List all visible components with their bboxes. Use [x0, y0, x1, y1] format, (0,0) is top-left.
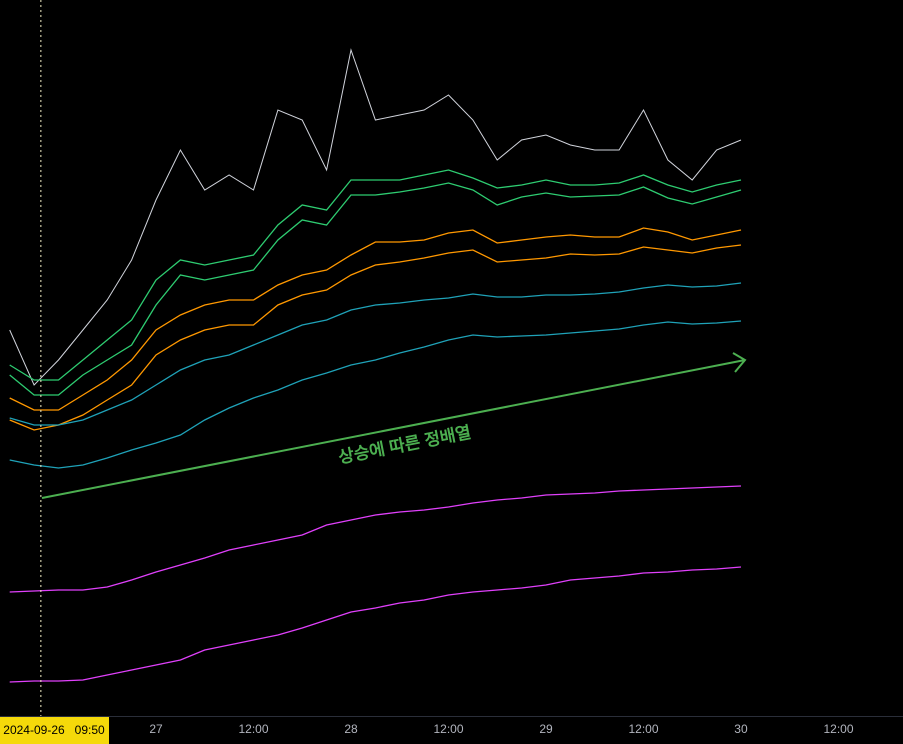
- x-tick-label: 27: [149, 722, 163, 736]
- crosshair-label-box: [0, 717, 109, 744]
- x-tick-label: 28: [344, 722, 358, 736]
- series-line: [9, 282, 742, 426]
- series-line: [9, 48, 742, 386]
- x-tick-label: 12:00: [238, 722, 268, 736]
- x-tick-label: 29: [539, 722, 553, 736]
- crosshair-label: 2024-09-26 09:50: [3, 723, 105, 737]
- x-tick-label: 12:00: [433, 722, 463, 736]
- series-line: [9, 566, 742, 683]
- x-tick-label: 12:00: [628, 722, 658, 736]
- series-line: [9, 182, 742, 396]
- x-tick-label: 12:00: [823, 722, 853, 736]
- x-tick-label: 30: [734, 722, 748, 736]
- series-line: [9, 244, 742, 431]
- series-line: [9, 227, 742, 411]
- arrow-head: [732, 352, 747, 373]
- series-line: [9, 320, 742, 469]
- trend-arrow: [41, 359, 746, 499]
- series-line: [9, 485, 742, 593]
- series-line: [9, 169, 742, 381]
